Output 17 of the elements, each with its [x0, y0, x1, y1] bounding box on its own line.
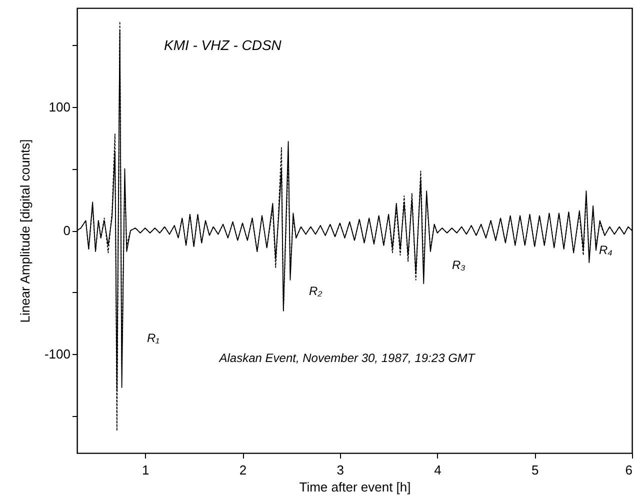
annotation: R₃ — [452, 258, 466, 272]
x-tick-label: 4 — [434, 462, 442, 478]
x-tick-label: 6 — [625, 462, 632, 478]
y-tick-label: -100 — [44, 346, 70, 362]
x-tick-label: 3 — [336, 462, 344, 478]
annotation: R₂ — [309, 284, 323, 298]
y-tick-label: 0 — [63, 223, 70, 238]
y-tick-label: 100 — [48, 99, 70, 114]
y-axis-title: Linear Amplitude [digital counts] — [17, 139, 32, 323]
x-tick-label: 5 — [532, 462, 539, 478]
annotation: Alaskan Event, November 30, 1987, 19:23 GMT — [218, 351, 476, 365]
text: KMI - VHZ - CDSN — [164, 37, 282, 53]
x-tick-label: 2 — [239, 462, 247, 478]
annotation: R₁ — [147, 331, 160, 345]
x-axis-title: Time after event [h] — [299, 480, 411, 494]
annotation: R₄ — [599, 243, 613, 257]
x-tick-label: 1 — [142, 462, 150, 478]
